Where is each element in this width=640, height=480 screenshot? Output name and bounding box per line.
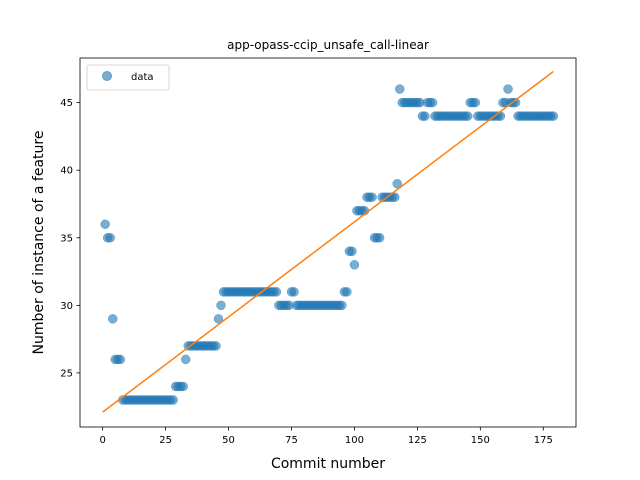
x-tick-label: 50 xyxy=(222,435,235,446)
data-point xyxy=(290,287,299,296)
data-point xyxy=(101,220,110,229)
data-point xyxy=(108,314,117,323)
data-point xyxy=(375,233,384,242)
data-point xyxy=(471,98,480,107)
x-tick-label: 25 xyxy=(159,435,172,446)
legend-label-data: data xyxy=(131,72,154,83)
data-point xyxy=(463,112,472,121)
data-point xyxy=(179,382,188,391)
data-point xyxy=(428,98,437,107)
y-tick-label: 45 xyxy=(60,98,73,109)
data-point xyxy=(337,301,346,310)
data-point xyxy=(350,260,359,269)
x-tick-label: 125 xyxy=(408,435,427,446)
data-point xyxy=(504,85,513,94)
y-tick-label: 40 xyxy=(60,166,73,177)
data-point xyxy=(272,287,281,296)
data-point xyxy=(368,193,377,202)
data-point xyxy=(211,341,220,350)
y-tick-label: 30 xyxy=(60,301,73,312)
data-point xyxy=(116,355,125,364)
y-tick-label: 35 xyxy=(60,233,73,244)
data-point xyxy=(420,112,429,121)
data-point xyxy=(342,287,351,296)
data-point xyxy=(181,355,190,364)
x-axis-title: Commit number xyxy=(271,456,385,472)
y-axis-title: Number of instance of a feature xyxy=(31,131,47,355)
data-point xyxy=(216,301,225,310)
legend-marker xyxy=(103,72,112,81)
x-tick-label: 175 xyxy=(534,435,553,446)
legend: data xyxy=(87,65,169,90)
x-tick-label: 0 xyxy=(99,435,105,446)
data-point xyxy=(169,395,178,404)
data-point xyxy=(106,233,115,242)
legend-box xyxy=(87,65,169,90)
y-tick-label: 25 xyxy=(60,368,73,379)
data-point xyxy=(347,247,356,256)
data-point xyxy=(395,85,404,94)
data-point xyxy=(549,112,558,121)
x-tick-label: 100 xyxy=(345,435,364,446)
x-tick-label: 150 xyxy=(471,435,490,446)
chart-title: app-opass-ccip_unsafe_call-linear xyxy=(227,38,429,52)
x-tick-label: 75 xyxy=(285,435,298,446)
